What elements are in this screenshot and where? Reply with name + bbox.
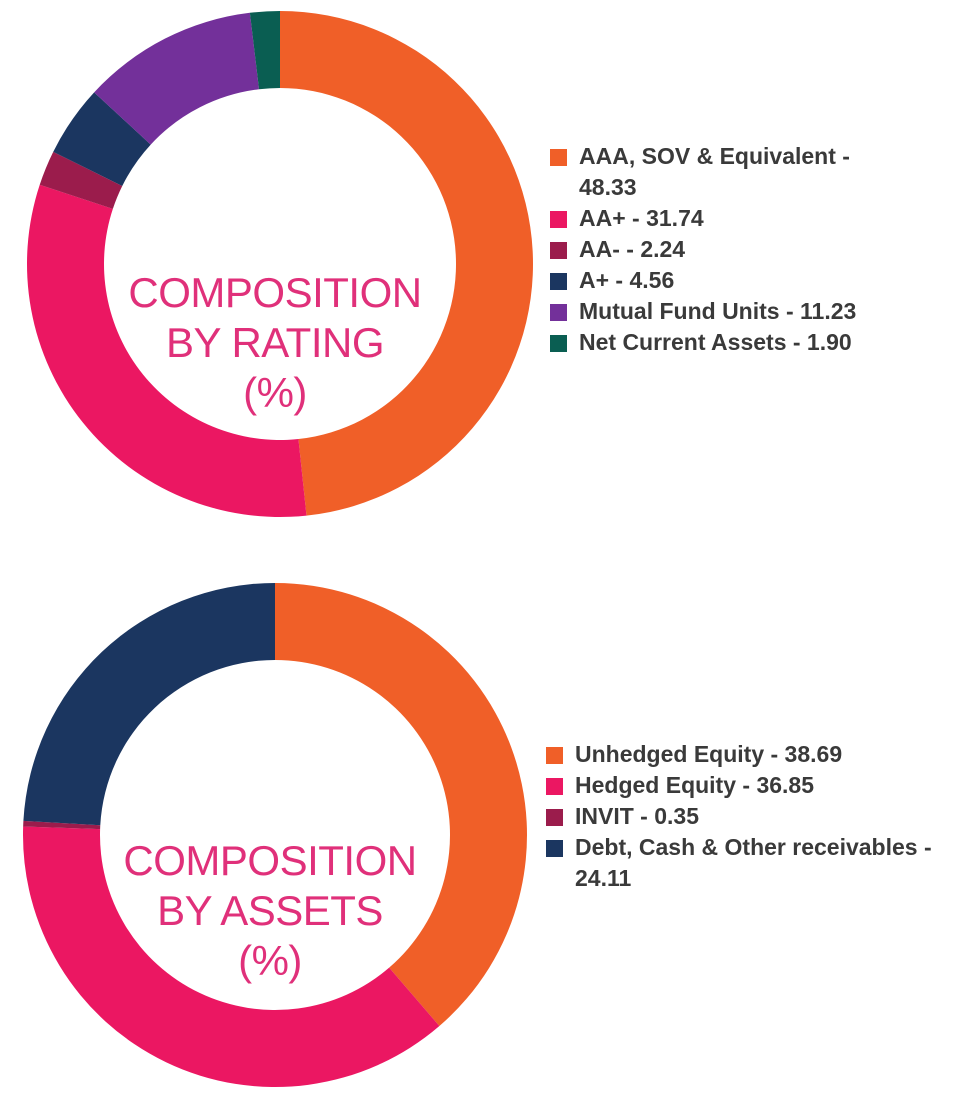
rating-slice-net-current-assets xyxy=(249,11,280,90)
rating-legend-swatch xyxy=(550,211,567,228)
rating-legend-label: Net Current Assets - 1.90 xyxy=(579,329,852,355)
assets-legend-label: Hedged Equity - 36.85 xyxy=(575,772,815,798)
rating-slice-mutual-fund-units xyxy=(94,12,260,145)
assets-donut xyxy=(22,583,528,1088)
rating-legend-item: AAA, SOV & Equivalent - 48.33 xyxy=(549,141,909,203)
rating-slice-aa xyxy=(27,184,307,517)
assets-legend-label: INVIT - 0.35 xyxy=(575,803,699,829)
assets-legend-label: Debt, Cash & Other receivables - 24.11 xyxy=(575,834,932,891)
rating-title-line-2: BY RATING xyxy=(166,319,385,366)
rating-legend-item: Net Current Assets - 1.90 xyxy=(549,327,909,358)
assets-legend-label: Unhedged Equity - 38.69 xyxy=(575,741,843,767)
assets-legend-item: Unhedged Equity - 38.69 xyxy=(545,739,945,770)
rating-legend-item: AA- - 2.24 xyxy=(549,234,909,265)
assets-legend: Unhedged Equity - 38.69 Hedged Equity - 3… xyxy=(545,739,945,894)
rating-legend-swatch xyxy=(550,335,567,352)
rating-legend-label: AA+ - 31.74 xyxy=(579,205,704,231)
rating-legend-swatch xyxy=(550,273,567,290)
rating-legend-label: Mutual Fund Units - 11.23 xyxy=(579,298,857,324)
rating-slice-aa xyxy=(39,151,123,209)
rating-legend-label: AA- - 2.24 xyxy=(579,236,686,262)
rating-slice-a xyxy=(53,92,151,186)
assets-slice-hedged-equity xyxy=(22,826,440,1088)
rating-legend-swatch xyxy=(550,242,567,259)
rating-legend-item: A+ - 4.56 xyxy=(549,265,909,296)
assets-slice-unhedged-equity xyxy=(275,583,528,1027)
composition-by-assets-chart: COMPOSITION BY ASSETS (%) Unhedged Equit… xyxy=(0,570,961,1099)
composition-by-rating-chart: COMPOSITION BY RATING (%) AAA, SOV & Equ… xyxy=(0,0,961,530)
rating-title-line-1: COMPOSITION xyxy=(128,269,422,316)
assets-legend-swatch xyxy=(546,840,563,857)
assets-legend-swatch xyxy=(546,747,563,764)
rating-legend-item: AA+ - 31.74 xyxy=(549,203,909,234)
assets-legend-item: INVIT - 0.35 xyxy=(545,801,945,832)
rating-legend-label: AAA, SOV & Equivalent - 48.33 xyxy=(579,143,850,200)
rating-title-line-3: (%) xyxy=(243,369,307,416)
assets-slice-invit xyxy=(23,820,101,830)
rating-legend: AAA, SOV & Equivalent - 48.33 AA+ - 31.74… xyxy=(549,141,909,358)
assets-legend-swatch xyxy=(546,778,563,795)
assets-legend-item: Hedged Equity - 36.85 xyxy=(545,770,945,801)
assets-center-title: COMPOSITION BY ASSETS (%) xyxy=(110,836,430,986)
assets-legend-item: Debt, Cash & Other receivables - 24.11 xyxy=(545,832,945,894)
assets-title-line-3: (%) xyxy=(238,937,302,984)
assets-legend-swatch xyxy=(546,809,563,826)
assets-title-line-1: COMPOSITION xyxy=(123,837,417,884)
rating-legend-label: A+ - 4.56 xyxy=(579,267,675,293)
assets-title-line-2: BY ASSETS xyxy=(157,887,383,934)
rating-donut xyxy=(27,11,533,517)
rating-legend-item: Mutual Fund Units - 11.23 xyxy=(549,296,909,327)
rating-center-title: COMPOSITION BY RATING (%) xyxy=(115,268,435,418)
rating-legend-swatch xyxy=(550,304,567,321)
assets-slice-debt-cash-other-receivables xyxy=(23,583,276,826)
rating-slice-aaa-sov-equivalent xyxy=(280,11,533,516)
rating-legend-swatch xyxy=(550,149,567,166)
